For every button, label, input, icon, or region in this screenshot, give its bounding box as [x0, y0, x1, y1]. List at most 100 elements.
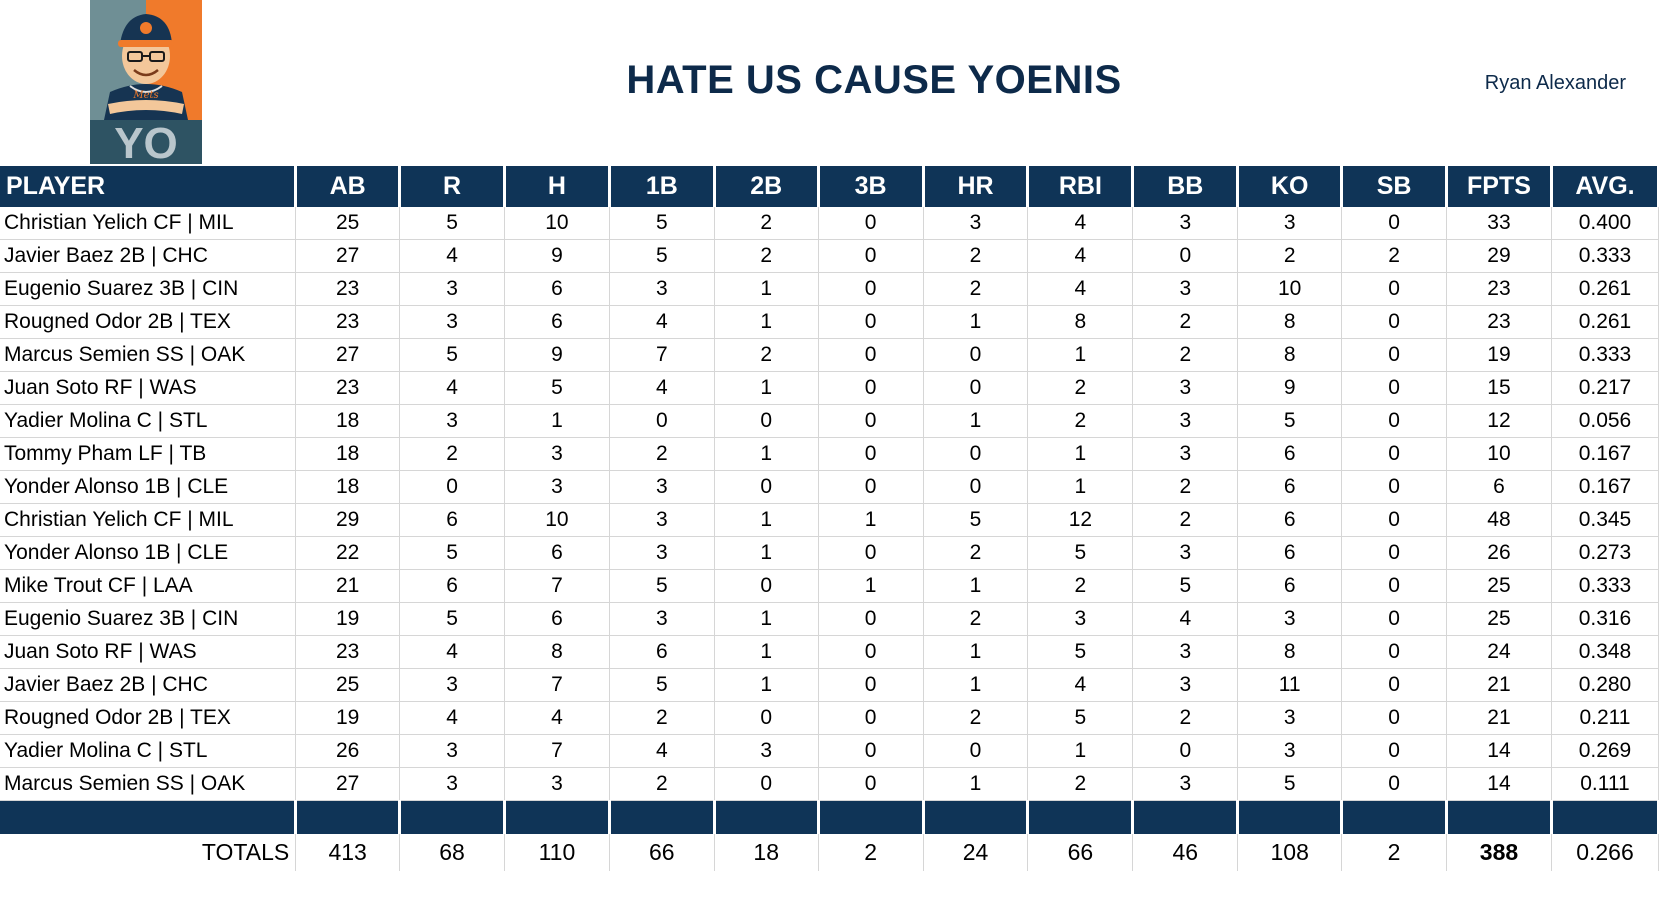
stat-cell-2b: 2: [714, 338, 819, 372]
stat-cell-sb: 0: [1341, 305, 1448, 339]
stat-cell-r: 3: [399, 272, 505, 306]
player-name-cell: Rougned Odor 2B | TEX: [0, 305, 297, 339]
stat-cell-fpts: 33: [1446, 207, 1552, 240]
column-header-rbi: RBI: [1027, 166, 1135, 207]
column-header-3b: 3B: [818, 166, 925, 207]
stat-cell-3b: 1: [818, 569, 924, 603]
stat-cell-r: 3: [399, 734, 505, 768]
stat-cell-sb: 0: [1341, 470, 1448, 504]
player-name-cell: Tommy Pham LF | TB: [0, 437, 297, 471]
total-2b: 18: [714, 834, 819, 871]
stat-cell-ko: 6: [1237, 536, 1343, 570]
table-row: Yadier Molina C | STL 26 3 7 4 3 0 0 1 0 3 0 14 0.269: [0, 734, 1660, 768]
total-sb: 2: [1341, 834, 1448, 871]
stat-cell-hr: 3: [923, 207, 1029, 240]
stat-cell-hr: 1: [923, 569, 1029, 603]
stat-cell-1b: 2: [609, 701, 715, 735]
stat-cell-3b: 0: [818, 635, 924, 669]
stat-cell-avg: 0.345: [1551, 503, 1660, 537]
player-name-cell: Yadier Molina C | STL: [0, 734, 297, 768]
stat-cell-sb: 0: [1341, 668, 1448, 702]
column-header-player: PLAYER: [0, 166, 298, 207]
stat-cell-avg: 0.217: [1551, 371, 1660, 405]
stat-cell-2b: 0: [714, 404, 819, 438]
stat-cell-1b: 3: [609, 470, 715, 504]
stat-cell-1b: 3: [609, 272, 715, 306]
stat-cell-1b: 5: [609, 668, 715, 702]
stat-cell-rbi: 3: [1027, 602, 1134, 636]
stat-cell-3b: 0: [818, 602, 924, 636]
total-ko: 108: [1237, 834, 1343, 871]
stat-cell-ab: 19: [295, 602, 401, 636]
stat-cell-1b: 4: [609, 305, 715, 339]
divider-cell: [1551, 800, 1660, 834]
stat-cell-ko: 10: [1237, 272, 1343, 306]
stat-cell-ab: 25: [295, 207, 401, 240]
divider-cell: [1237, 800, 1344, 834]
stat-cell-bb: 3: [1132, 207, 1239, 240]
stat-cell-fpts: 25: [1446, 602, 1552, 636]
stat-cell-1b: 7: [609, 338, 715, 372]
stat-cell-rbi: 5: [1027, 701, 1134, 735]
stat-cell-avg: 0.348: [1551, 635, 1660, 669]
column-header-bb: BB: [1132, 166, 1240, 207]
column-header-fpts: FPTS: [1446, 166, 1553, 207]
stat-cell-2b: 1: [714, 503, 819, 537]
stat-cell-rbi: 1: [1027, 734, 1134, 768]
stat-cell-fpts: 21: [1446, 701, 1552, 735]
stat-cell-ko: 8: [1237, 338, 1343, 372]
stat-cell-avg: 0.261: [1551, 305, 1660, 339]
stat-cell-ab: 27: [295, 767, 401, 801]
player-name-cell: Javier Baez 2B | CHC: [0, 668, 297, 702]
stat-cell-1b: 3: [609, 503, 715, 537]
stat-cell-3b: 0: [818, 207, 924, 240]
stat-cell-r: 0: [399, 470, 505, 504]
stat-cell-fpts: 24: [1446, 635, 1552, 669]
total-ab: 413: [295, 834, 401, 871]
column-header-sb: SB: [1341, 166, 1449, 207]
stat-cell-sb: 0: [1341, 404, 1448, 438]
divider-cell: [818, 800, 925, 834]
table-row: Yonder Alonso 1B | CLE 22 5 6 3 1 0 2 5 3 6 0 26 0.27…: [0, 536, 1660, 570]
player-stats-table: PLAYER AB R H 1B 2B 3B HR RBI BB KO SB F…: [0, 166, 1660, 871]
stat-cell-2b: 3: [714, 734, 819, 768]
stat-cell-bb: 5: [1132, 569, 1239, 603]
divider-cell: [0, 800, 298, 834]
stat-cell-1b: 2: [609, 437, 715, 471]
stat-cell-ab: 25: [295, 668, 401, 702]
stat-cell-bb: 3: [1132, 437, 1239, 471]
stat-cell-3b: 0: [818, 437, 924, 471]
stat-cell-rbi: 1: [1027, 437, 1134, 471]
stat-cell-2b: 1: [714, 668, 819, 702]
table-row: Marcus Semien SS | OAK 27 3 3 2 0 0 1 2 3 5 0 14 0.11…: [0, 767, 1660, 801]
table-row: Mike Trout CF | LAA 21 6 7 5 0 1 1 2 5 6 0 25 0.333: [0, 569, 1660, 603]
stat-cell-sb: 2: [1341, 239, 1448, 273]
stat-cell-hr: 0: [923, 734, 1029, 768]
total-bb: 46: [1132, 834, 1239, 871]
totals-label: TOTALS: [0, 834, 297, 871]
team-logo: Mets YO: [90, 0, 202, 164]
stat-cell-r: 6: [399, 503, 505, 537]
total-1b: 66: [609, 834, 715, 871]
stat-cell-sb: 0: [1341, 602, 1448, 636]
stat-cell-avg: 0.280: [1551, 668, 1660, 702]
stat-cell-1b: 2: [609, 767, 715, 801]
stat-cell-fpts: 23: [1446, 305, 1552, 339]
stat-cell-sb: 0: [1341, 767, 1448, 801]
stat-cell-avg: 0.261: [1551, 272, 1660, 306]
stat-cell-fpts: 19: [1446, 338, 1552, 372]
stat-cell-hr: 2: [923, 536, 1029, 570]
table-header-row: PLAYER AB R H 1B 2B 3B HR RBI BB KO SB F…: [0, 166, 1660, 207]
stat-cell-bb: 3: [1132, 536, 1239, 570]
stat-cell-sb: 0: [1341, 569, 1448, 603]
stat-cell-3b: 0: [818, 734, 924, 768]
stat-cell-ab: 29: [295, 503, 401, 537]
column-header-r: R: [399, 166, 506, 207]
stat-cell-ab: 18: [295, 437, 401, 471]
stat-cell-h: 4: [504, 701, 610, 735]
stat-cell-h: 3: [504, 470, 610, 504]
stat-cell-r: 5: [399, 207, 505, 240]
stat-cell-h: 3: [504, 767, 610, 801]
stat-cell-3b: 0: [818, 272, 924, 306]
